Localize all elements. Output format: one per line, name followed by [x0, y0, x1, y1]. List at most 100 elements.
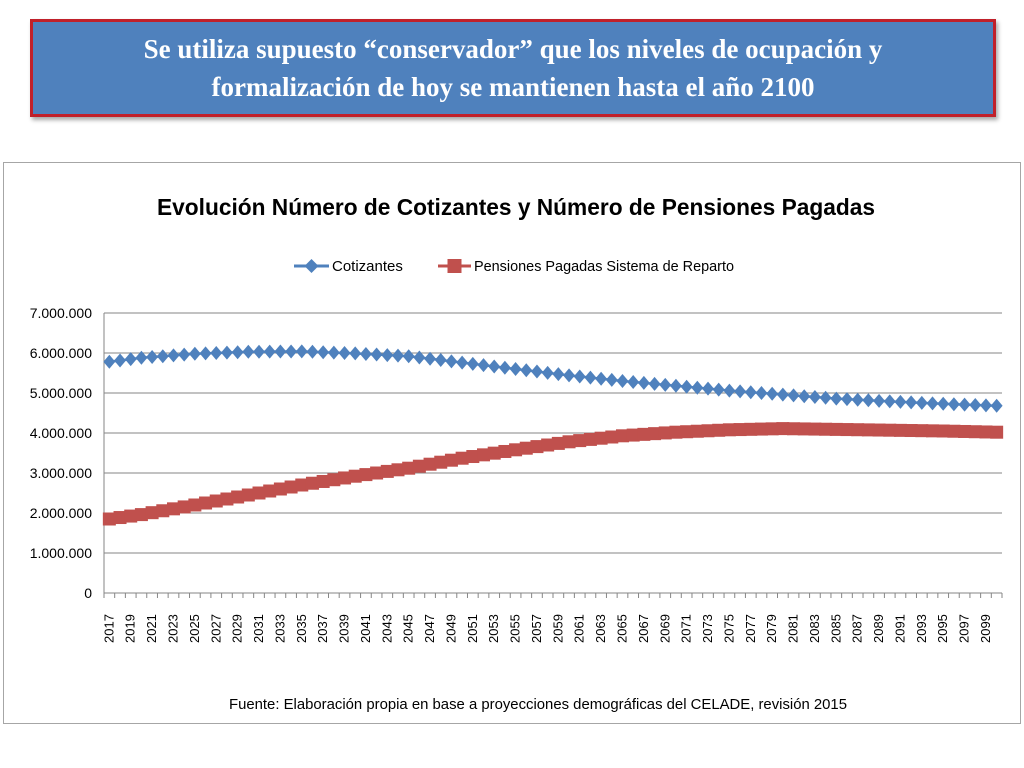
x-tick-label: 2059	[550, 614, 565, 643]
series-cotizantes	[103, 344, 1003, 413]
data-point-square	[327, 473, 341, 487]
x-tick-label: 2099	[978, 614, 993, 643]
data-point-diamond	[381, 348, 394, 363]
x-tick-label: 2031	[251, 614, 266, 643]
data-point-square	[477, 448, 491, 462]
data-point-diamond	[156, 349, 169, 364]
data-point-diamond	[370, 347, 383, 362]
data-point-diamond	[466, 356, 479, 371]
x-tick-label: 2017	[101, 614, 116, 643]
data-point-square	[583, 432, 597, 446]
x-tick-label: 2077	[743, 614, 758, 643]
line-chart: Evolución Número de Cotizantes y Número …	[30, 194, 1004, 713]
data-point-diamond	[873, 393, 886, 408]
data-point-square	[722, 423, 736, 437]
x-tick-label: 2053	[486, 614, 501, 643]
x-tick-label: 2097	[957, 614, 972, 643]
data-point-square	[455, 451, 469, 465]
data-point-square	[615, 429, 629, 443]
x-tick-label: 2069	[657, 614, 672, 643]
y-tick-label: 7.000.000	[30, 305, 92, 321]
data-point-square	[509, 443, 523, 457]
data-point-square	[359, 468, 373, 482]
data-point-square	[188, 498, 202, 512]
data-point-square	[124, 509, 138, 523]
data-point-diamond	[531, 364, 543, 379]
data-point-diamond	[573, 369, 586, 384]
data-point-square	[134, 508, 148, 522]
series	[102, 344, 1004, 526]
data-point-square	[787, 422, 801, 436]
data-point-diamond	[605, 372, 618, 387]
data-point-square	[530, 440, 544, 454]
data-point-square	[156, 504, 170, 518]
x-tick-label: 2079	[764, 614, 779, 643]
x-tick-label: 2075	[721, 614, 736, 643]
data-point-diamond	[926, 396, 939, 411]
data-point-diamond	[616, 374, 629, 388]
chart-title: Evolución Número de Cotizantes y Número …	[157, 194, 875, 220]
data-point-diamond	[680, 379, 693, 394]
data-point-square	[199, 496, 213, 510]
data-point-diamond	[445, 354, 458, 369]
x-tick-label: 2095	[935, 614, 950, 643]
data-point-diamond	[210, 346, 223, 360]
data-point-diamond	[744, 385, 757, 400]
data-point-diamond	[980, 398, 992, 413]
x-tick-label: 2061	[572, 614, 587, 643]
data-point-diamond	[424, 351, 437, 366]
data-point-diamond	[199, 346, 212, 361]
data-point-diamond	[958, 397, 971, 412]
data-point-diamond	[188, 346, 201, 361]
data-point-diamond	[359, 346, 372, 361]
x-axis-ticks: 2017 2019 2021 2023 2025 2027 2029 2031 2033 2035…	[101, 593, 1003, 643]
x-tick-label: 2073	[700, 614, 715, 643]
data-point-diamond	[231, 345, 244, 360]
data-point-square	[177, 500, 191, 514]
chart-source-note: Fuente: Elaboración propia en base a pro…	[229, 696, 847, 713]
data-point-diamond	[776, 387, 789, 402]
data-point-square	[744, 422, 758, 436]
data-point-square	[947, 424, 961, 438]
y-tick-label: 1.000.000	[30, 545, 92, 561]
x-tick-label: 2039	[337, 614, 352, 643]
data-point-square	[551, 436, 565, 450]
data-point-diamond	[947, 397, 960, 412]
x-tick-label: 2057	[529, 614, 544, 643]
x-tick-label: 2049	[443, 614, 458, 643]
data-point-diamond	[488, 359, 501, 374]
x-tick-label: 2047	[422, 614, 437, 643]
data-point-square	[658, 426, 672, 440]
x-tick-label: 2067	[636, 614, 651, 643]
data-point-square	[648, 427, 662, 441]
x-tick-label: 2065	[614, 614, 629, 643]
data-point-diamond	[851, 392, 864, 407]
data-point-diamond	[146, 350, 159, 364]
data-point-square	[840, 423, 854, 437]
data-point-diamond	[349, 346, 362, 361]
data-point-square	[829, 422, 843, 436]
data-point-square	[690, 424, 704, 438]
data-point-square	[338, 471, 352, 485]
data-point-diamond	[819, 390, 832, 405]
data-point-diamond	[327, 345, 340, 360]
data-point-square	[872, 423, 886, 437]
data-point-diamond	[563, 368, 575, 383]
data-point-square	[883, 423, 897, 437]
y-tick-label: 0	[84, 585, 92, 601]
data-point-diamond	[413, 350, 426, 365]
legend-item-pensiones: Pensiones Pagadas Sistema de Reparto	[438, 258, 734, 275]
x-tick-label: 2037	[315, 614, 330, 643]
x-tick-label: 2055	[508, 614, 523, 643]
data-point-diamond	[637, 375, 650, 390]
data-point-square	[797, 422, 811, 436]
headline-banner: Se utiliza supuesto “conservador” que lo…	[30, 19, 996, 117]
series-pensiones	[102, 422, 1004, 526]
data-point-square	[765, 422, 779, 436]
data-point-square	[102, 512, 116, 526]
data-point-diamond	[766, 386, 779, 401]
data-point-square	[808, 422, 822, 436]
data-point-diamond	[712, 382, 725, 397]
data-point-diamond	[295, 344, 308, 359]
data-point-square	[241, 488, 255, 502]
